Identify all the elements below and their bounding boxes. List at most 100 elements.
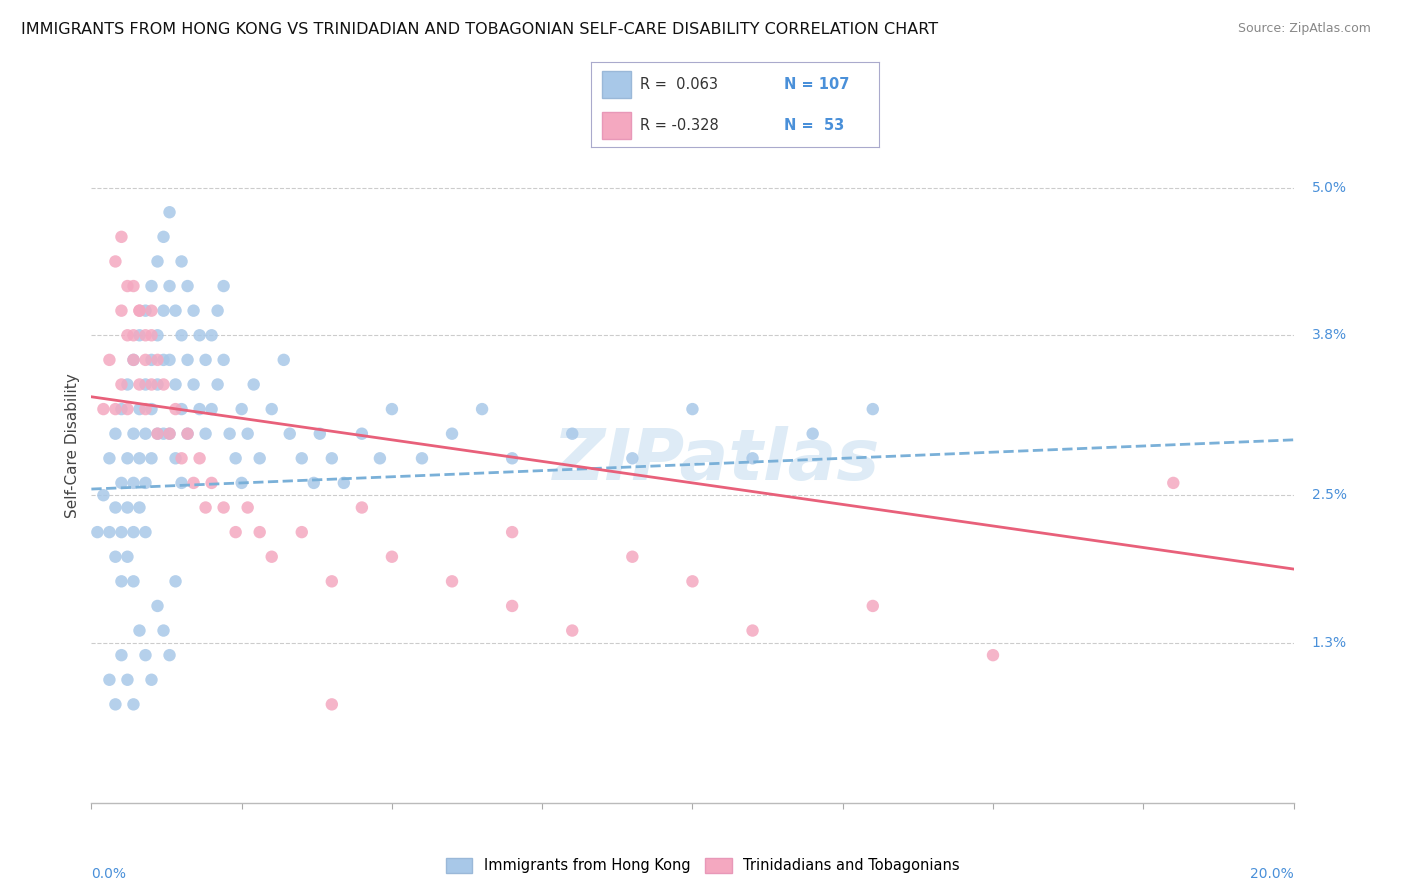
- Point: [321, 698, 343, 712]
- Point: [146, 599, 169, 613]
- Point: [159, 205, 181, 219]
- Point: [141, 352, 163, 367]
- Point: [146, 377, 169, 392]
- Point: [93, 402, 115, 417]
- Point: [501, 599, 523, 613]
- Point: [260, 549, 283, 564]
- Point: [273, 352, 295, 367]
- Point: [146, 426, 169, 441]
- Point: [128, 624, 150, 638]
- Point: [134, 426, 156, 441]
- Point: [141, 402, 163, 417]
- Y-axis label: Self-Care Disability: Self-Care Disability: [65, 374, 80, 518]
- Point: [104, 549, 127, 564]
- Point: [141, 303, 163, 318]
- Text: 0.0%: 0.0%: [91, 867, 127, 881]
- Point: [194, 500, 217, 515]
- Point: [308, 426, 330, 441]
- Point: [110, 402, 132, 417]
- Point: [165, 451, 187, 466]
- Point: [170, 254, 193, 268]
- Point: [117, 451, 139, 466]
- Point: [98, 525, 121, 540]
- Point: [212, 279, 235, 293]
- Point: [440, 426, 463, 441]
- Point: [862, 402, 884, 417]
- Point: [333, 475, 356, 490]
- Point: [165, 574, 187, 589]
- Text: N =  53: N = 53: [783, 118, 844, 133]
- Point: [152, 230, 174, 244]
- Point: [152, 624, 174, 638]
- Point: [134, 303, 156, 318]
- Point: [122, 279, 145, 293]
- Point: [862, 599, 884, 613]
- Point: [141, 279, 163, 293]
- Point: [183, 303, 205, 318]
- Point: [176, 426, 198, 441]
- Point: [218, 426, 240, 441]
- Point: [122, 328, 145, 343]
- Point: [104, 426, 127, 441]
- Point: [350, 500, 373, 515]
- Point: [146, 328, 169, 343]
- Point: [122, 352, 145, 367]
- Point: [152, 377, 174, 392]
- Point: [176, 352, 198, 367]
- Point: [350, 426, 373, 441]
- Point: [117, 377, 139, 392]
- Text: R = -0.328: R = -0.328: [640, 118, 718, 133]
- Point: [110, 475, 132, 490]
- Point: [260, 402, 283, 417]
- Point: [231, 402, 253, 417]
- Point: [152, 426, 174, 441]
- Bar: [602, 71, 631, 98]
- Point: [128, 303, 150, 318]
- Point: [104, 698, 127, 712]
- Text: ZIPatlas: ZIPatlas: [553, 425, 880, 495]
- Point: [207, 303, 229, 318]
- Point: [176, 426, 198, 441]
- Point: [201, 402, 224, 417]
- Point: [165, 303, 187, 318]
- Point: [249, 525, 271, 540]
- Point: [110, 525, 132, 540]
- Point: [411, 451, 433, 466]
- Point: [381, 402, 404, 417]
- Point: [141, 328, 163, 343]
- Point: [170, 451, 193, 466]
- Point: [159, 279, 181, 293]
- Point: [117, 500, 139, 515]
- Point: [86, 525, 108, 540]
- Point: [501, 451, 523, 466]
- Point: [212, 500, 235, 515]
- Point: [122, 426, 145, 441]
- Point: [381, 549, 404, 564]
- Point: [110, 377, 132, 392]
- Text: 2.5%: 2.5%: [1312, 488, 1347, 502]
- Point: [128, 377, 150, 392]
- Point: [128, 303, 150, 318]
- Point: [471, 402, 494, 417]
- Point: [194, 426, 217, 441]
- Text: Source: ZipAtlas.com: Source: ZipAtlas.com: [1237, 22, 1371, 36]
- Point: [249, 451, 271, 466]
- Point: [278, 426, 301, 441]
- Point: [146, 254, 169, 268]
- Point: [183, 377, 205, 392]
- Point: [561, 624, 583, 638]
- Point: [93, 488, 115, 502]
- Point: [128, 500, 150, 515]
- Point: [98, 451, 121, 466]
- Point: [117, 673, 139, 687]
- Point: [110, 230, 132, 244]
- Point: [117, 402, 139, 417]
- Point: [207, 377, 229, 392]
- Legend: Immigrants from Hong Kong, Trinidadians and Tobagonians: Immigrants from Hong Kong, Trinidadians …: [439, 850, 967, 880]
- Point: [117, 549, 139, 564]
- Point: [134, 352, 156, 367]
- Text: N = 107: N = 107: [783, 77, 849, 92]
- Point: [122, 574, 145, 589]
- Point: [501, 525, 523, 540]
- Point: [122, 525, 145, 540]
